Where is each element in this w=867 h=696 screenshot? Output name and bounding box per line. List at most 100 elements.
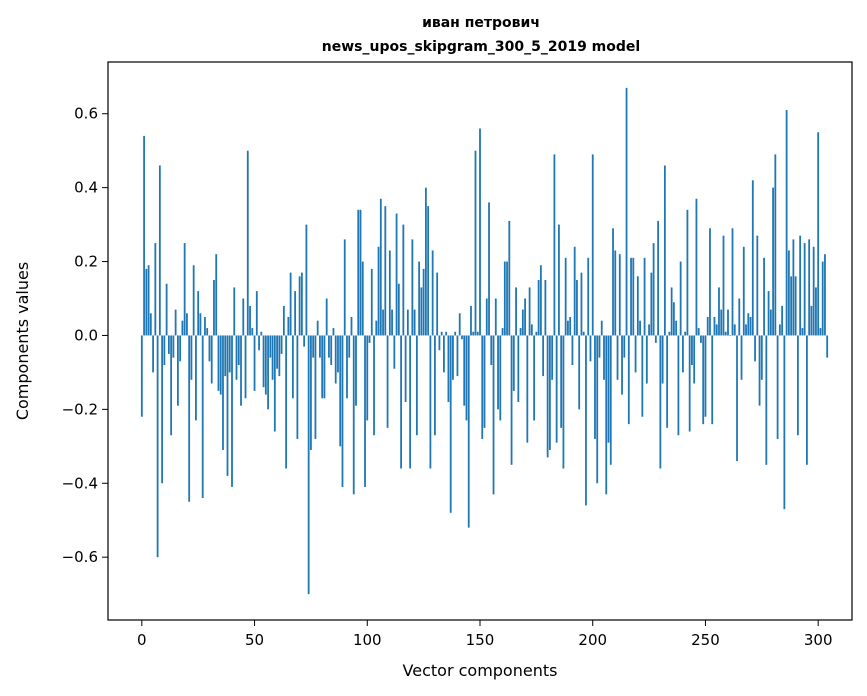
bar <box>727 309 729 336</box>
bar <box>817 132 820 336</box>
bar <box>528 287 531 336</box>
bar <box>659 335 662 469</box>
bar <box>697 328 700 336</box>
bar <box>517 335 520 402</box>
y-tick-label: −0.2 <box>62 400 98 418</box>
bar <box>434 335 436 436</box>
bar <box>803 243 806 336</box>
bar <box>627 335 630 425</box>
bar <box>287 316 290 336</box>
bar <box>490 335 493 366</box>
bar <box>163 335 166 366</box>
bar <box>661 335 664 384</box>
bar <box>799 235 802 336</box>
bar <box>445 331 448 336</box>
bar <box>348 335 351 358</box>
bar <box>596 335 599 484</box>
bar <box>278 335 281 377</box>
bar <box>506 261 508 336</box>
bar <box>792 239 795 336</box>
bar <box>370 268 373 336</box>
bar <box>242 298 245 336</box>
bar <box>447 335 450 402</box>
bar <box>481 335 484 439</box>
bar <box>228 335 231 373</box>
bar <box>709 228 711 336</box>
bar <box>582 331 585 336</box>
bar <box>224 335 227 377</box>
bar <box>456 335 459 377</box>
bar <box>663 165 666 336</box>
bar <box>174 309 177 336</box>
bar <box>307 335 310 595</box>
bar <box>724 331 727 336</box>
bar <box>722 235 725 336</box>
bar <box>298 276 301 336</box>
bar <box>310 335 312 451</box>
bar <box>562 335 565 469</box>
bar <box>654 335 657 343</box>
bar <box>170 335 173 436</box>
bar <box>479 128 481 336</box>
bar <box>778 324 781 336</box>
bar <box>352 335 355 495</box>
bar <box>454 331 457 336</box>
bar <box>745 324 747 336</box>
bar <box>679 261 682 336</box>
bar <box>515 287 517 336</box>
bar <box>783 335 786 510</box>
bar <box>821 261 824 336</box>
bar <box>366 335 369 421</box>
bar <box>357 209 360 336</box>
bar <box>711 335 714 425</box>
bar <box>382 309 384 336</box>
bar <box>204 316 206 336</box>
bar <box>300 272 303 336</box>
bar <box>742 246 745 336</box>
bar <box>436 272 439 336</box>
bar <box>621 335 623 395</box>
bar <box>143 135 145 336</box>
bar <box>688 335 691 432</box>
bar <box>393 335 396 369</box>
bar <box>449 335 452 513</box>
bar <box>470 305 472 336</box>
bar <box>355 335 357 406</box>
bar <box>625 87 628 336</box>
bar <box>476 331 479 336</box>
bar <box>607 335 610 443</box>
bar <box>765 335 768 465</box>
bar <box>636 276 639 336</box>
bar <box>499 335 502 421</box>
bar <box>431 250 434 336</box>
bar <box>812 246 815 336</box>
y-tick-label: −0.4 <box>62 474 98 492</box>
bar <box>373 335 375 436</box>
bar <box>720 309 723 336</box>
bar <box>546 335 549 458</box>
bars-group <box>140 87 829 595</box>
bar <box>235 335 238 380</box>
bar <box>524 298 526 336</box>
bar <box>406 309 409 336</box>
bar <box>824 254 826 336</box>
y-axis-label: Components values <box>13 262 32 420</box>
x-tick-label: 100 <box>353 631 382 649</box>
bar <box>420 287 423 336</box>
bar <box>815 287 817 336</box>
bar <box>695 198 698 336</box>
bar <box>492 335 495 495</box>
bar <box>379 198 382 336</box>
bar <box>438 335 441 351</box>
bar <box>754 335 756 362</box>
bar <box>702 335 705 425</box>
bar <box>573 246 576 336</box>
bar <box>787 250 790 336</box>
bar <box>618 254 621 336</box>
bar <box>632 257 635 336</box>
bar <box>666 335 669 428</box>
bar <box>718 287 720 336</box>
bar <box>706 316 709 336</box>
x-axis-label: Vector components <box>403 661 558 680</box>
